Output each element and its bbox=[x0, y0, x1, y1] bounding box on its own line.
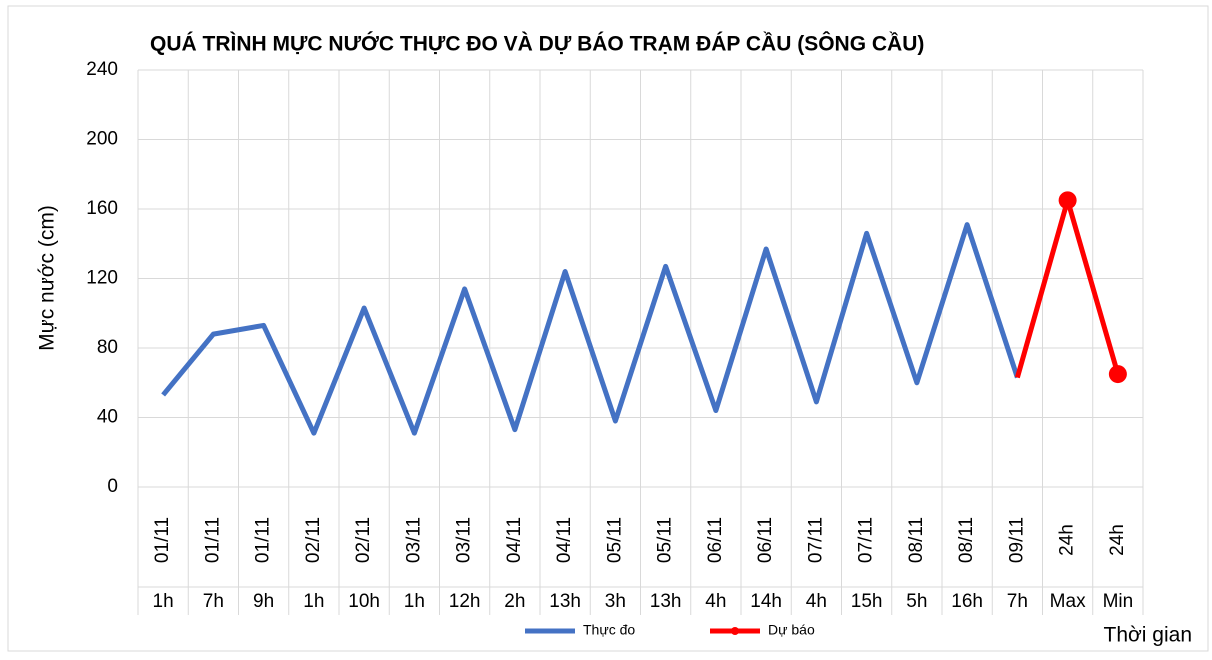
chart-frame bbox=[7, 5, 1209, 652]
y-tick-label: 240 bbox=[86, 59, 118, 80]
y-tick-label: 200 bbox=[86, 129, 118, 150]
x-tick-label: 16h bbox=[951, 591, 983, 612]
x-group-label: 03/11 bbox=[454, 517, 475, 563]
x-group-label: 01/11 bbox=[202, 517, 223, 563]
x-tick-label: 15h bbox=[851, 591, 883, 612]
x-tick-label: 1h bbox=[303, 591, 324, 612]
y-axis-label: Mực nước (cm) bbox=[36, 205, 59, 351]
x-tick-label: 3h bbox=[605, 591, 626, 612]
x-tick-label: 1h bbox=[404, 591, 425, 612]
legend-marker bbox=[731, 627, 739, 635]
y-tick-label: 40 bbox=[97, 407, 118, 428]
x-axis-label: Thời gian bbox=[1104, 624, 1192, 647]
x-group-label: 05/11 bbox=[655, 517, 676, 563]
x-group-label: 01/11 bbox=[253, 517, 274, 563]
x-tick-label: 4h bbox=[705, 591, 726, 612]
x-tick-label: 13h bbox=[650, 591, 682, 612]
x-tick-label: 9h bbox=[253, 591, 274, 612]
y-tick-label: 80 bbox=[97, 337, 118, 358]
x-group-label: 09/11 bbox=[1006, 517, 1027, 563]
x-tick-label: Min bbox=[1103, 591, 1134, 612]
x-group-label: 07/11 bbox=[805, 517, 826, 563]
series-line bbox=[161, 222, 1020, 436]
x-tick-label: 7h bbox=[1007, 591, 1028, 612]
x-group-label: 01/11 bbox=[152, 517, 173, 563]
y-tick-label: 0 bbox=[107, 476, 118, 497]
point-marker bbox=[1058, 191, 1077, 210]
x-tick-label: 12h bbox=[449, 591, 481, 612]
point-marker bbox=[1108, 365, 1127, 384]
x-group-label: 02/11 bbox=[303, 517, 324, 563]
x-group-label: 08/11 bbox=[956, 517, 977, 563]
x-group-label: 04/11 bbox=[504, 517, 525, 563]
x-group-label: 08/11 bbox=[906, 517, 927, 563]
x-tick-label: 2h bbox=[504, 591, 525, 612]
x-tick-label: 4h bbox=[806, 591, 827, 612]
x-tick-label: 7h bbox=[203, 591, 224, 612]
x-tick-label: Max bbox=[1050, 591, 1086, 612]
x-group-label: 03/11 bbox=[403, 517, 424, 563]
x-tick-label: 13h bbox=[549, 591, 581, 612]
x-group-label: 24h bbox=[1057, 524, 1078, 556]
legend-label: Thực đo bbox=[583, 622, 635, 638]
x-tick-label: 14h bbox=[750, 591, 782, 612]
x-group-label: 06/11 bbox=[705, 517, 726, 563]
x-group-label: 05/11 bbox=[604, 517, 625, 563]
x-group-label: 07/11 bbox=[856, 517, 877, 563]
x-tick-label: 1h bbox=[153, 591, 174, 612]
chart-title: QUÁ TRÌNH MỰC NƯỚC THỰC ĐO VÀ DỰ BÁO TRẠ… bbox=[150, 32, 924, 56]
x-tick-label: 10h bbox=[348, 591, 380, 612]
y-tick-label: 160 bbox=[86, 198, 118, 219]
x-tick-label: 5h bbox=[906, 591, 927, 612]
x-group-label: 04/11 bbox=[554, 517, 575, 563]
legend-label: Dự báo bbox=[768, 622, 815, 638]
x-group-label: 24h bbox=[1107, 524, 1128, 556]
x-group-label: 02/11 bbox=[353, 517, 374, 563]
x-group-label: 06/11 bbox=[755, 517, 776, 563]
y-tick-label: 120 bbox=[86, 268, 118, 289]
